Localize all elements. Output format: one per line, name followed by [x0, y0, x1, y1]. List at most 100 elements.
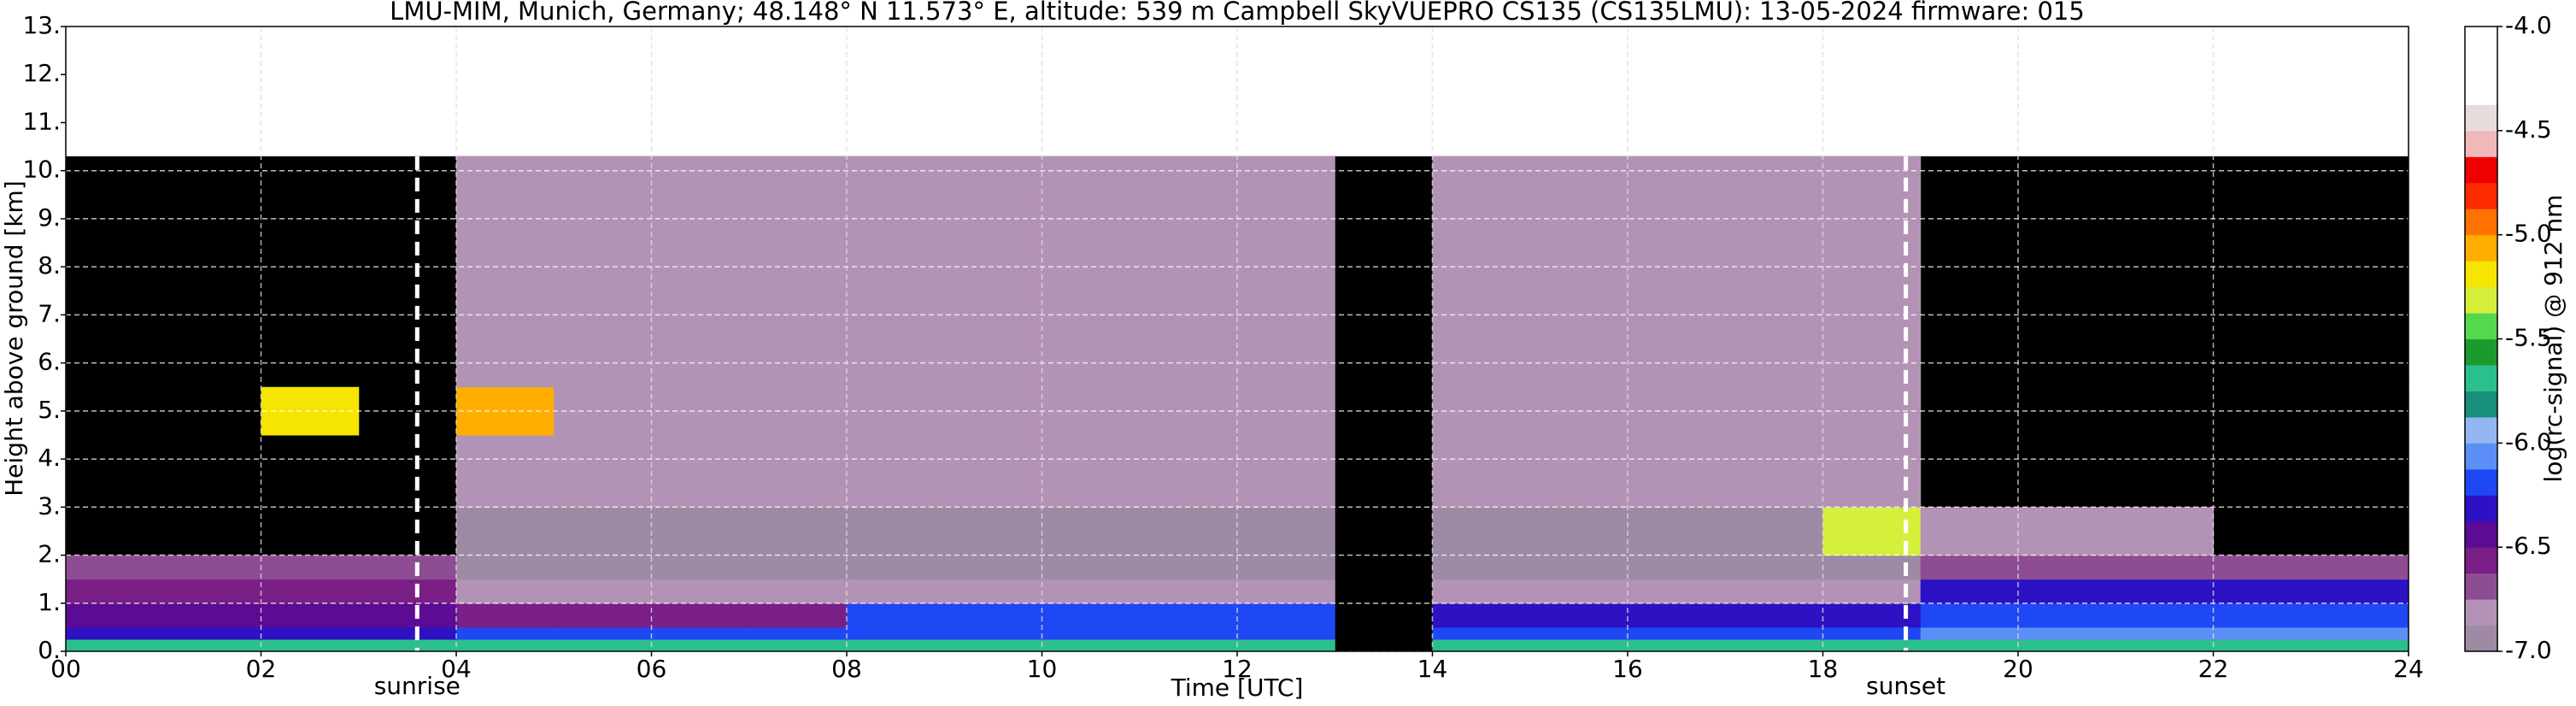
heatmap-cell [1139, 507, 1238, 556]
heatmap-cell [1725, 386, 1823, 436]
heatmap-cell [1628, 315, 1726, 388]
colorbar-segment [2465, 313, 2497, 339]
heatmap-cell [944, 579, 1042, 604]
colorbar-tick-label: -4.0 [2505, 11, 2552, 39]
heatmap-cell [1237, 579, 1335, 604]
heatmap-cell [1822, 638, 1922, 652]
heatmap-cell [456, 627, 555, 640]
heatmap-cell [261, 579, 360, 604]
heatmap-cell [1628, 156, 1726, 315]
heatmap-cell [358, 603, 457, 628]
colorbar-segment [2465, 286, 2497, 314]
x-tick-label: 02 [246, 655, 277, 683]
heatmap-cell [1920, 507, 2019, 556]
heatmap-cell [554, 638, 652, 652]
heatmap-cell [748, 603, 848, 628]
colorbar-segment [2465, 104, 2497, 132]
heatmap-cell [1139, 156, 1238, 315]
heatmap-cell [651, 315, 750, 388]
heatmap-cell [1725, 507, 1823, 556]
heatmap-cell [847, 434, 945, 508]
heatmap-cell [1432, 638, 1531, 652]
heatmap-cell [1042, 156, 1141, 315]
heatmap-cell [1529, 603, 1628, 628]
colorbar-segment [2465, 521, 2497, 548]
heatmap-cell [1237, 638, 1335, 652]
x-tick-label: 12 [1222, 655, 1253, 683]
colorbar-segment [2465, 26, 2497, 53]
heatmap-cell [651, 579, 750, 604]
chart-title: LMU-MIM, Munich, Germany; 48.148° N 11.5… [390, 0, 2085, 26]
heatmap-cell [1042, 603, 1141, 628]
colorbar-segment [2465, 468, 2497, 496]
heatmap-cell [261, 627, 360, 640]
heatmap-cell [2213, 579, 2312, 604]
heatmap-cell [456, 315, 555, 388]
colorbar-segment [2465, 234, 2497, 262]
heatmap-cell [1139, 579, 1238, 604]
heatmap-cell [554, 434, 652, 508]
heatmap-cell [66, 627, 164, 640]
heatmap-cell [1042, 627, 1141, 640]
colorbar-segment [2465, 52, 2497, 79]
y-tick-label: 6. [38, 348, 61, 376]
heatmap-cell [651, 555, 750, 580]
heatmap-cell [748, 434, 848, 508]
heatmap-cell [1628, 638, 1726, 652]
heatmap-cell [651, 156, 750, 315]
heatmap-cell [748, 156, 848, 315]
heatmap-cell [1725, 579, 1823, 604]
heatmap-cell [456, 507, 555, 556]
heatmap-cell [66, 638, 164, 652]
heatmap-cell [1432, 507, 1531, 556]
heatmap-cell [456, 434, 555, 508]
y-axis-label: Height above ground [km] [0, 180, 28, 497]
heatmap-cell [456, 603, 555, 628]
heatmap-cell [1432, 434, 1531, 508]
colorbar-segment [2465, 156, 2497, 184]
x-tick-label: 16 [1612, 655, 1643, 683]
heatmap-cell [1529, 156, 1628, 315]
y-tick-label: 5. [38, 396, 61, 424]
heatmap-cell [1042, 579, 1141, 604]
heatmap-cell [1920, 603, 2019, 628]
heatmap-cell [1529, 555, 1628, 580]
heatmap-cell [456, 156, 555, 315]
heatmap-cell [1628, 627, 1726, 640]
heatmap-cell [1237, 627, 1335, 640]
heatmap-cell [748, 315, 848, 388]
x-tick-label: 24 [2393, 655, 2424, 683]
heatmap-cell [1725, 603, 1823, 628]
heatmap-cell [66, 579, 164, 604]
heatmap-cell [944, 555, 1042, 580]
colorbar-segment [2465, 391, 2497, 418]
colorbar-label: log(rc-signal) @ 912 nm [2539, 195, 2567, 483]
heatmap-cell [1042, 638, 1141, 652]
x-tick-label: 06 [637, 655, 667, 683]
heatmap-cell [651, 638, 750, 652]
heatmap-cell [261, 555, 360, 580]
heatmap-cell [1042, 315, 1141, 388]
heatmap-cell [748, 386, 848, 436]
heatmap-cell [1920, 579, 2019, 604]
x-tick-label: 08 [831, 655, 862, 683]
heatmap-cell [2115, 579, 2214, 604]
colorbar-segment [2465, 625, 2497, 652]
heatmap-cell [1529, 638, 1628, 652]
heatmap-cell [748, 579, 848, 604]
heatmap-cell [1822, 627, 1922, 640]
x-tick-label: 20 [2003, 655, 2033, 683]
heatmap-cell [651, 434, 750, 508]
y-tick-label: 2. [38, 540, 61, 568]
heatmap-cell [1725, 638, 1823, 652]
annotation-label: sunrise [374, 672, 461, 700]
heatmap-cell [748, 627, 848, 640]
x-tick-label: 14 [1417, 655, 1448, 683]
heatmap-cell [748, 507, 848, 556]
heatmap-cell [2018, 579, 2116, 604]
heatmap-cell [456, 638, 555, 652]
heatmap-cell [847, 507, 945, 556]
heatmap-cell [554, 386, 652, 436]
heatmap-cell [1237, 156, 1335, 315]
